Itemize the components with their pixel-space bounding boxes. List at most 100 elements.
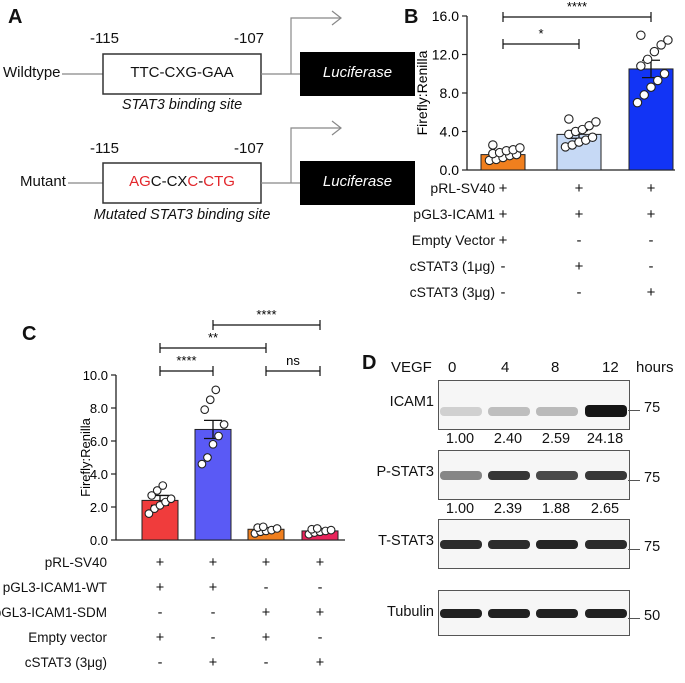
mut-position-start: -115 <box>90 140 119 157</box>
significance-label: **** <box>176 353 196 368</box>
mw-marker-label: 75 <box>644 539 661 555</box>
blot-band <box>536 539 578 549</box>
condition-mark: - <box>500 284 506 301</box>
condition-mark: + <box>574 180 584 197</box>
blot-band <box>585 470 627 480</box>
blot-image <box>438 590 630 636</box>
blot-label: Tubulin <box>386 604 434 620</box>
condition-mark: - <box>648 232 654 249</box>
data-point <box>203 453 212 462</box>
y-tick-label: 8.0 <box>90 401 108 416</box>
mutated-base: CTG <box>203 173 235 190</box>
blot-band <box>440 470 482 480</box>
condition-label: cSTAT3 (1μg) <box>409 258 495 274</box>
condition-label: pGL3-ICAM1 <box>413 206 495 222</box>
blot-label: P-STAT3 <box>376 464 434 480</box>
data-point <box>312 524 322 533</box>
blot-label: T-STAT3 <box>378 533 434 549</box>
condition-mark: + <box>208 555 218 571</box>
y-tick-label: 0.0 <box>90 533 108 548</box>
data-point <box>147 491 157 500</box>
y-tick-label: 12.0 <box>432 47 459 63</box>
y-tick-label: 0.0 <box>440 162 460 178</box>
condition-mark: + <box>315 655 325 671</box>
time-unit-label: hours <box>636 359 674 376</box>
data-point <box>639 90 649 100</box>
condition-table-b: pRL-SV40 + + + pGL3-ICAM1 + + + Empty Vector + - - c… <box>405 180 683 315</box>
data-point <box>636 61 646 71</box>
condition-mark: - <box>210 630 216 646</box>
significance-label: ** <box>208 330 218 345</box>
data-point <box>659 69 670 79</box>
condition-mark: - <box>157 655 163 671</box>
mut-sequence: AGC-CXC-CTG <box>103 173 261 190</box>
band-quantification: 2.65 <box>590 501 620 517</box>
data-point <box>564 114 574 124</box>
y-axis-label: Firefly:Renilla <box>414 50 430 135</box>
condition-mark: - <box>317 580 323 596</box>
blot-image <box>438 450 630 500</box>
blot-image <box>438 380 630 430</box>
data-point <box>587 132 598 143</box>
condition-mark: - <box>648 258 654 275</box>
blot-band <box>488 539 530 549</box>
data-point <box>197 459 207 469</box>
condition-mark: + <box>315 555 325 571</box>
data-point <box>208 439 218 449</box>
data-point <box>646 82 656 92</box>
blot-band <box>585 405 627 417</box>
wt-sequence: TTC-CXG-GAA <box>130 64 234 81</box>
data-point <box>158 481 168 490</box>
data-point <box>656 40 666 50</box>
condition-mark: + <box>315 605 325 621</box>
condition-mark: + <box>646 284 656 301</box>
data-point <box>219 420 229 429</box>
timepoint-label: 4 <box>501 359 510 376</box>
significance-label: * <box>538 26 543 41</box>
blot-band <box>440 539 482 549</box>
band-quantification: 2.59 <box>541 431 571 447</box>
wt-luciferase-label: Luciferase <box>322 64 393 81</box>
mut-position-end: -107 <box>234 140 265 157</box>
data-point <box>211 385 221 395</box>
data-point <box>642 54 653 65</box>
mut-site-caption: Mutated STAT3 binding site <box>93 207 271 223</box>
condition-label: pGL3-ICAM1-WT <box>2 580 107 595</box>
mw-marker-line <box>628 410 640 411</box>
data-point <box>636 30 646 40</box>
mut-luciferase-label: Luciferase <box>322 173 393 190</box>
mw-marker-label: 50 <box>644 608 661 624</box>
condition-mark: + <box>646 180 656 197</box>
sequence-segment: - <box>198 173 204 190</box>
condition-label: pGL3-ICAM1-SDM <box>0 605 107 620</box>
mutated-base: AG <box>129 173 151 190</box>
wt-position-start: -115 <box>90 30 119 47</box>
wt-label: Wildtype <box>3 64 61 81</box>
band-quantification: 1.00 <box>445 501 475 517</box>
band-quantification: 24.18 <box>586 431 624 447</box>
data-point <box>258 522 268 532</box>
condition-mark: - <box>500 258 506 275</box>
condition-label: pRL-SV40 <box>44 555 107 570</box>
timepoint-row: 0 4 8 12 <box>440 359 630 379</box>
condition-mark: + <box>208 655 218 671</box>
y-tick-label: 6.0 <box>90 434 108 449</box>
condition-label: pRL-SV40 <box>430 180 495 196</box>
y-tick-label: 8.0 <box>440 85 460 101</box>
data-point <box>653 75 663 86</box>
condition-mark: + <box>574 206 584 223</box>
western-blots: ICAM1 75 1.00 2.40 2.59 24.18 P-STAT3 75 1.00 2.3… <box>360 380 685 680</box>
data-point <box>166 494 176 504</box>
data-point <box>649 46 660 57</box>
condition-mark: + <box>261 630 271 646</box>
condition-label: Empty vector <box>28 630 107 645</box>
timepoint-label: 12 <box>602 359 619 376</box>
condition-mark: + <box>498 180 508 197</box>
condition-label: cSTAT3 (3μg) <box>24 655 107 670</box>
condition-mark: - <box>576 232 582 249</box>
data-point <box>591 117 601 127</box>
data-point <box>326 525 336 535</box>
y-tick-label: 4.0 <box>440 124 460 140</box>
band-quantification: 2.39 <box>493 501 523 517</box>
